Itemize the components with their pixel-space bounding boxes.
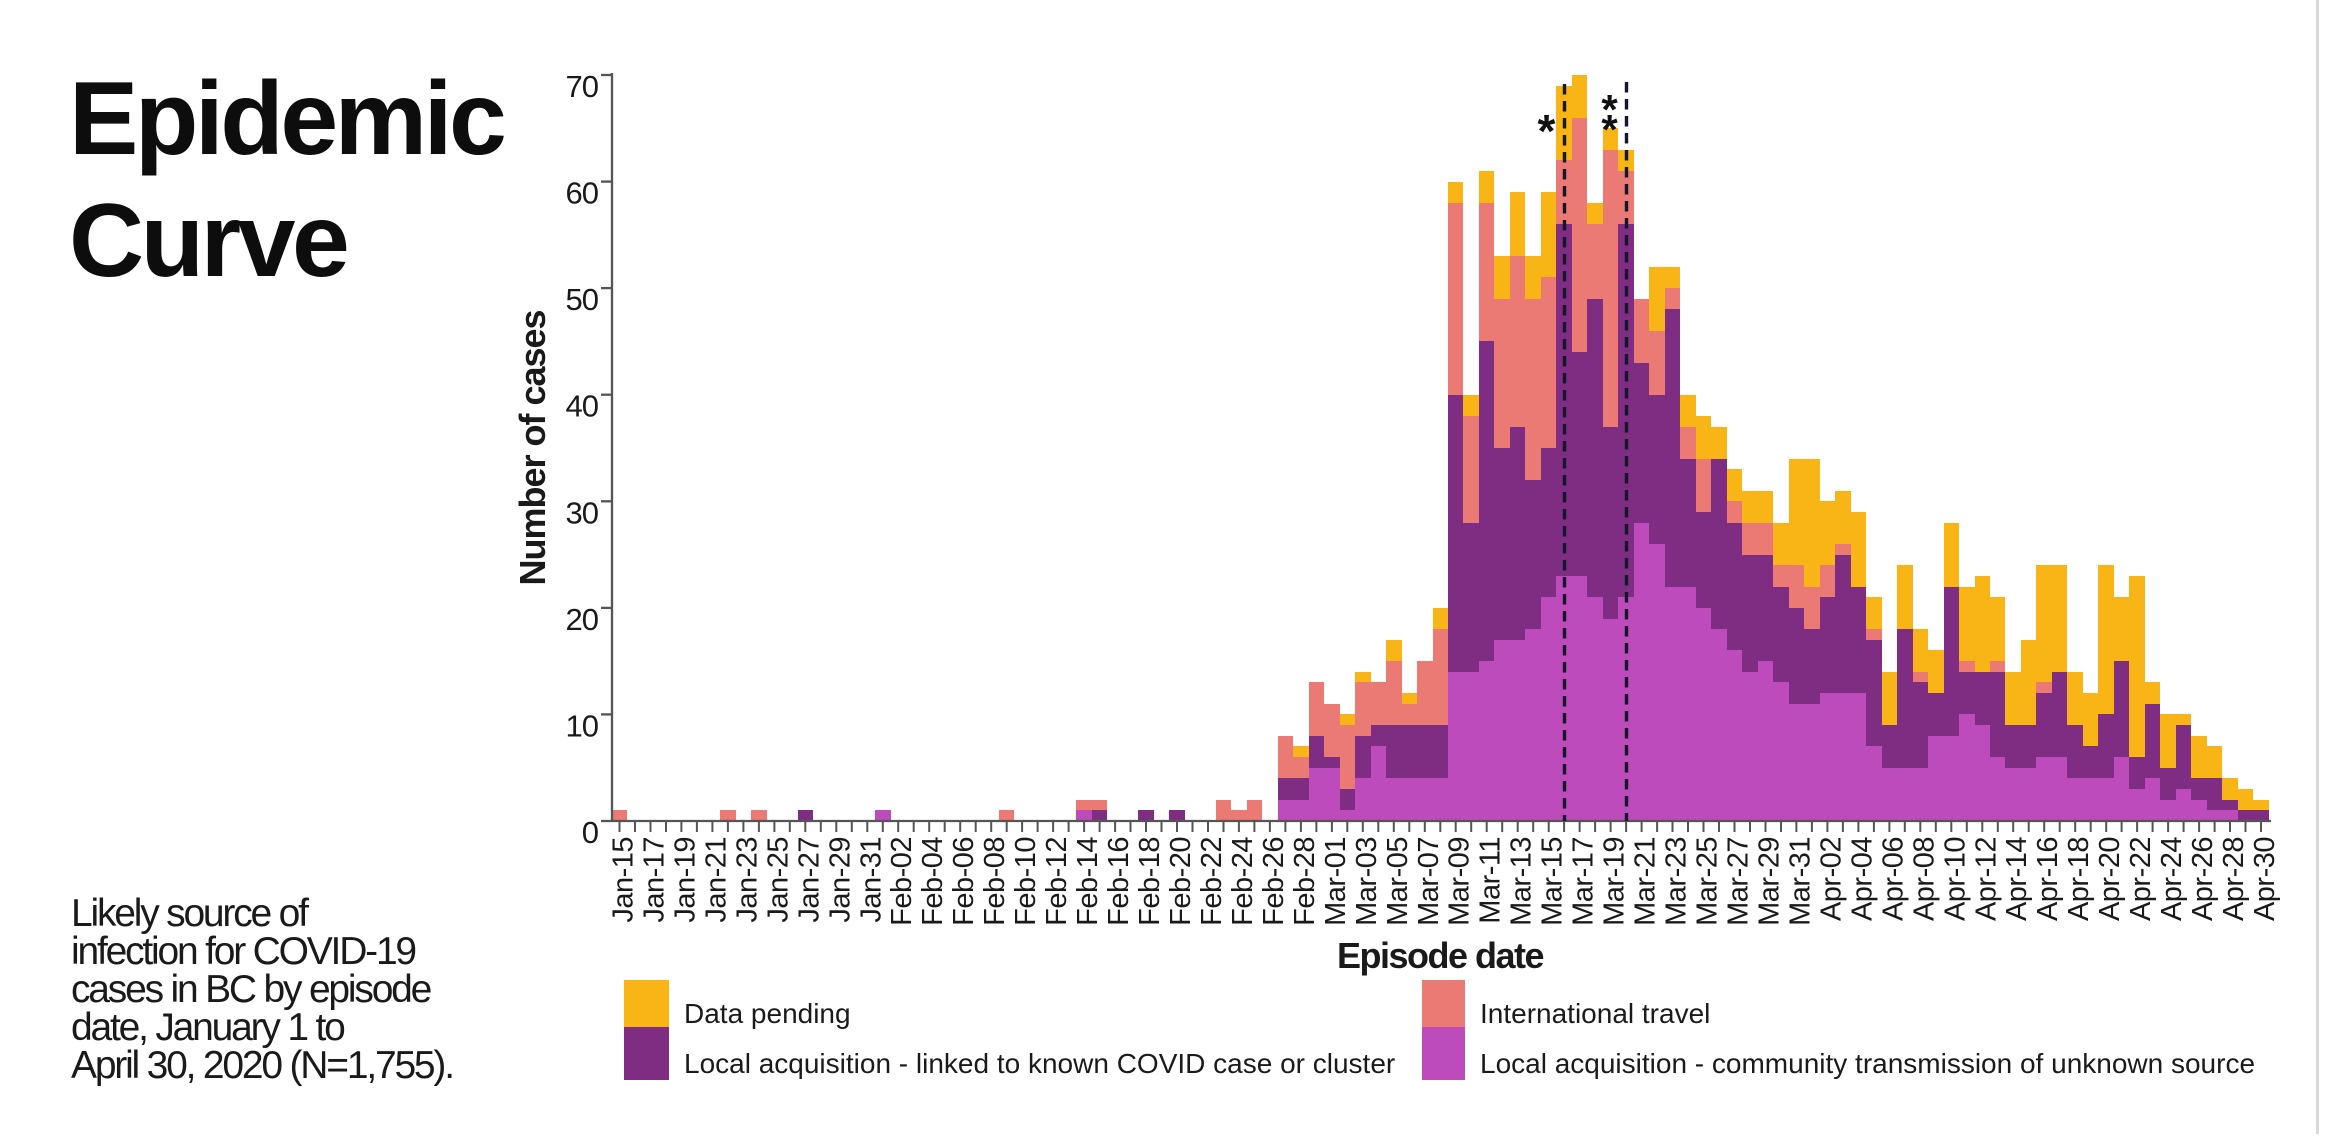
svg-text:Episode date: Episode date <box>1337 935 1544 976</box>
svg-text:Apr-22: Apr-22 <box>2125 837 2157 921</box>
svg-text:Feb-04: Feb-04 <box>917 837 949 926</box>
svg-text:Mar-01: Mar-01 <box>1320 837 1352 926</box>
svg-text:Feb-14: Feb-14 <box>1072 837 1104 926</box>
svg-text:Jan-19: Jan-19 <box>669 837 701 923</box>
svg-text:Number of cases: Number of cases <box>512 310 553 585</box>
svg-text:Mar-17: Mar-17 <box>1568 837 1600 926</box>
svg-text:Local acquisition - linked to: Local acquisition - linked to known COVI… <box>684 1048 1395 1079</box>
svg-text:Feb-16: Feb-16 <box>1103 837 1135 926</box>
svg-text:70: 70 <box>566 69 599 104</box>
svg-text:Apr-04: Apr-04 <box>1846 837 1878 921</box>
svg-text:Jan-17: Jan-17 <box>639 837 671 923</box>
svg-text:Apr-12: Apr-12 <box>1970 837 2002 921</box>
svg-text:Feb-26: Feb-26 <box>1258 837 1290 926</box>
svg-text:Mar-13: Mar-13 <box>1506 837 1538 926</box>
svg-text:*: * <box>1601 106 1618 153</box>
svg-text:Apr-14: Apr-14 <box>2001 837 2033 921</box>
svg-text:Apr-10: Apr-10 <box>1939 837 1971 921</box>
svg-text:Jan-29: Jan-29 <box>824 837 856 923</box>
svg-text:Feb-12: Feb-12 <box>1041 837 1073 926</box>
svg-text:10: 10 <box>566 708 599 743</box>
svg-text:Mar-25: Mar-25 <box>1692 837 1724 926</box>
svg-text:Jan-27: Jan-27 <box>793 837 825 923</box>
svg-text:Apr-20: Apr-20 <box>2094 837 2126 921</box>
svg-text:Mar-31: Mar-31 <box>1784 837 1816 926</box>
svg-text:Jan-25: Jan-25 <box>762 837 794 923</box>
svg-text:Mar-05: Mar-05 <box>1382 837 1414 926</box>
svg-text:60: 60 <box>566 176 599 211</box>
svg-text:Feb-08: Feb-08 <box>979 837 1011 926</box>
svg-text:Feb-18: Feb-18 <box>1134 837 1166 926</box>
svg-text:Apr-02: Apr-02 <box>1815 837 1847 921</box>
svg-text:50: 50 <box>566 282 599 317</box>
svg-text:Feb-28: Feb-28 <box>1289 837 1321 926</box>
svg-text:Apr-08: Apr-08 <box>1908 837 1940 921</box>
svg-text:Mar-23: Mar-23 <box>1661 837 1693 926</box>
svg-text:Jan-21: Jan-21 <box>700 837 732 923</box>
svg-text:Mar-15: Mar-15 <box>1537 837 1569 926</box>
svg-text:Feb-06: Feb-06 <box>948 837 980 926</box>
svg-text:Apr-28: Apr-28 <box>2218 837 2250 921</box>
svg-text:Apr-24: Apr-24 <box>2156 837 2188 921</box>
svg-text:Feb-24: Feb-24 <box>1227 837 1259 926</box>
svg-text:Mar-29: Mar-29 <box>1754 837 1786 926</box>
svg-text:International travel: International travel <box>1480 998 1710 1029</box>
svg-text:*: * <box>1538 105 1556 157</box>
svg-text:40: 40 <box>566 389 599 424</box>
svg-text:Apr-26: Apr-26 <box>2187 837 2219 921</box>
svg-text:Apr-16: Apr-16 <box>2032 837 2064 921</box>
svg-text:Data pending: Data pending <box>684 998 851 1029</box>
svg-text:Feb-20: Feb-20 <box>1165 837 1197 926</box>
svg-text:Feb-02: Feb-02 <box>886 837 918 926</box>
svg-text:Jan-23: Jan-23 <box>731 837 763 923</box>
svg-text:Mar-03: Mar-03 <box>1351 837 1383 926</box>
svg-text:Jan-31: Jan-31 <box>855 837 887 923</box>
svg-text:20: 20 <box>566 602 599 637</box>
svg-text:Mar-21: Mar-21 <box>1630 837 1662 926</box>
svg-text:Mar-27: Mar-27 <box>1723 837 1755 926</box>
svg-text:Feb-10: Feb-10 <box>1010 837 1042 926</box>
svg-text:Jan-15: Jan-15 <box>608 837 640 923</box>
svg-text:Local acquisition - community: Local acquisition - community transmissi… <box>1480 1048 2255 1079</box>
svg-text:Apr-30: Apr-30 <box>2249 837 2281 921</box>
svg-text:0: 0 <box>582 815 599 850</box>
svg-text:30: 30 <box>566 495 599 530</box>
svg-text:Mar-11: Mar-11 <box>1475 837 1507 924</box>
svg-text:Apr-06: Apr-06 <box>1877 837 1909 921</box>
svg-text:Mar-09: Mar-09 <box>1444 837 1476 926</box>
svg-text:*: * <box>1601 86 1618 133</box>
svg-text:Feb-22: Feb-22 <box>1196 837 1228 926</box>
svg-text:Mar-07: Mar-07 <box>1413 837 1445 926</box>
svg-text:Apr-18: Apr-18 <box>2063 837 2095 921</box>
svg-text:Mar-19: Mar-19 <box>1599 837 1631 926</box>
